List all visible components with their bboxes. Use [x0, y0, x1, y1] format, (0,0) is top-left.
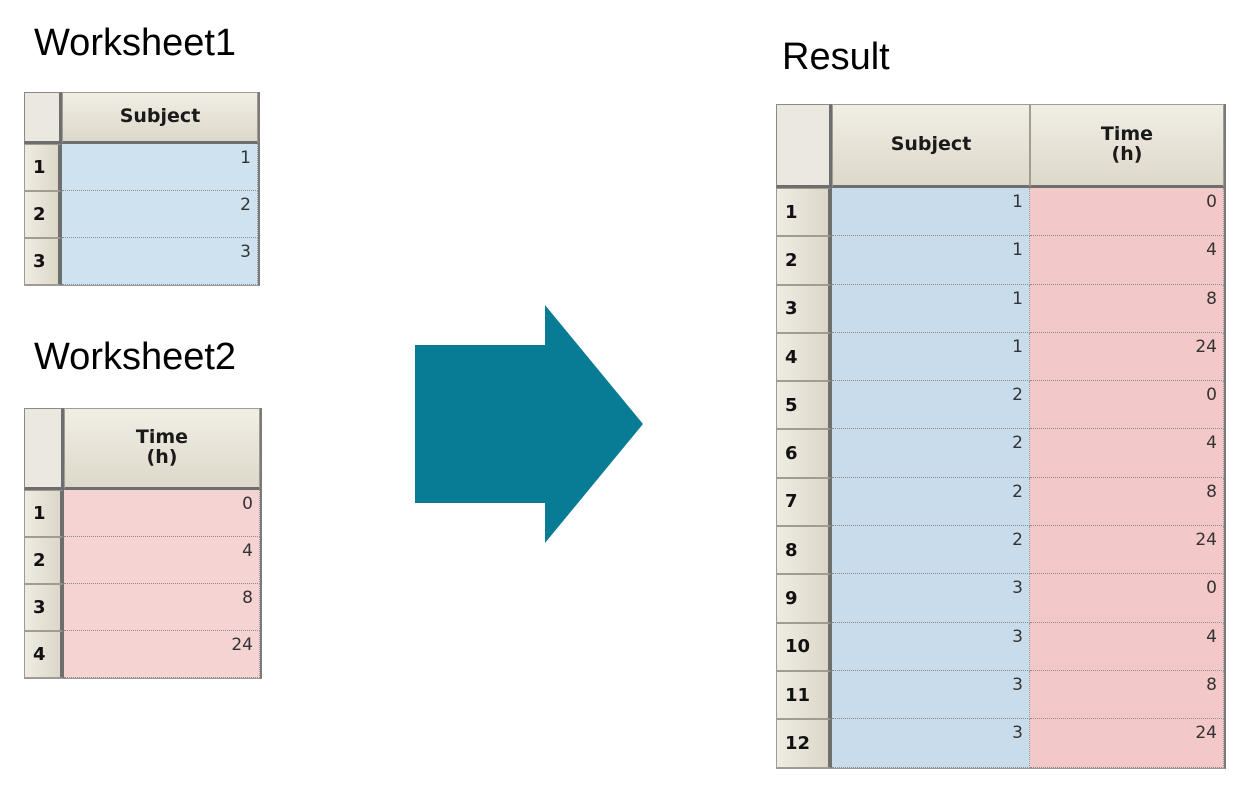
result-column-header[interactable]: Subject: [832, 104, 1030, 188]
result-row-header[interactable]: 3: [776, 284, 832, 333]
result-row-header[interactable]: 1: [776, 188, 832, 237]
worksheet2-grid: Time (h) 1 0 2 4 3 8 4 24: [24, 408, 262, 679]
transform-arrow-icon: [415, 305, 643, 543]
result-cell[interactable]: 2: [832, 477, 1030, 527]
result-row-header[interactable]: 4: [776, 332, 832, 382]
worksheet2-row-header[interactable]: 1: [24, 490, 64, 537]
result-row-header[interactable]: 11: [776, 670, 832, 720]
result-cell[interactable]: 0: [1030, 381, 1224, 430]
result-cell[interactable]: 8: [1030, 477, 1224, 527]
worksheet2-cell[interactable]: 4: [64, 537, 260, 584]
arrow-shape: [415, 305, 643, 543]
result-cell[interactable]: 24: [1030, 719, 1224, 768]
result-row-header[interactable]: 5: [776, 381, 832, 430]
result-cell[interactable]: 1: [832, 284, 1030, 333]
worksheet1-column-header[interactable]: Subject: [62, 92, 258, 144]
worksheet2-row-header[interactable]: 4: [24, 631, 64, 678]
result-cell[interactable]: 0: [1030, 574, 1224, 623]
result-cell[interactable]: 3: [832, 574, 1030, 623]
result-row-header[interactable]: 8: [776, 526, 832, 575]
worksheet2-row-header[interactable]: 2: [24, 537, 64, 584]
worksheet1-grid: Subject 1 1 2 2 3 3: [24, 92, 260, 286]
result-cell[interactable]: 3: [832, 670, 1030, 720]
result-cell[interactable]: 2: [832, 429, 1030, 478]
result-cell[interactable]: 3: [832, 719, 1030, 768]
result-cell[interactable]: 8: [1030, 670, 1224, 720]
result-corner-cell: [776, 104, 832, 188]
worksheet1-title: Worksheet1: [34, 22, 237, 64]
result-cell[interactable]: 24: [1030, 332, 1224, 382]
result-cell[interactable]: 1: [832, 332, 1030, 382]
result-cell[interactable]: 3: [832, 622, 1030, 671]
result-cell[interactable]: 0: [1030, 188, 1224, 237]
worksheet2-cell[interactable]: 8: [64, 584, 260, 631]
worksheet1-row-header[interactable]: 2: [24, 191, 62, 238]
result-column-header[interactable]: Time (h): [1030, 104, 1224, 188]
worksheet1-cell[interactable]: 3: [62, 238, 258, 285]
worksheet2-cell[interactable]: 0: [64, 490, 260, 537]
result-row-header[interactable]: 9: [776, 574, 832, 623]
worksheet1-row-header[interactable]: 3: [24, 238, 62, 285]
worksheet1-cell[interactable]: 2: [62, 191, 258, 238]
worksheet2-corner-cell: [24, 408, 64, 490]
worksheet2-column-header[interactable]: Time (h): [64, 408, 260, 490]
result-cell[interactable]: 1: [832, 236, 1030, 285]
worksheet1-corner-cell: [24, 92, 62, 144]
worksheet2-row-header[interactable]: 3: [24, 584, 64, 631]
result-cell[interactable]: 8: [1030, 284, 1224, 333]
result-cell[interactable]: 4: [1030, 236, 1224, 285]
result-cell[interactable]: 24: [1030, 526, 1224, 575]
worksheet2-cell[interactable]: 24: [64, 631, 260, 678]
result-row-header[interactable]: 6: [776, 429, 832, 478]
worksheet1-row-header[interactable]: 1: [24, 144, 62, 191]
worksheet2-title: Worksheet2: [34, 336, 237, 378]
result-cell[interactable]: 4: [1030, 429, 1224, 478]
result-row-header[interactable]: 10: [776, 622, 832, 671]
result-row-header[interactable]: 7: [776, 477, 832, 527]
result-title: Result: [782, 36, 890, 78]
result-grid: Subject Time (h) 1 1 0 2 1 4 3 1 8 4 1 24 5 2 0 6 2 4 7 2 8 8 2 2…: [776, 104, 1226, 769]
worksheet1-cell[interactable]: 1: [62, 144, 258, 191]
result-cell[interactable]: 4: [1030, 622, 1224, 671]
result-row-header[interactable]: 12: [776, 719, 832, 768]
result-cell[interactable]: 1: [832, 188, 1030, 237]
result-cell[interactable]: 2: [832, 381, 1030, 430]
result-row-header[interactable]: 2: [776, 236, 832, 285]
result-cell[interactable]: 2: [832, 526, 1030, 575]
